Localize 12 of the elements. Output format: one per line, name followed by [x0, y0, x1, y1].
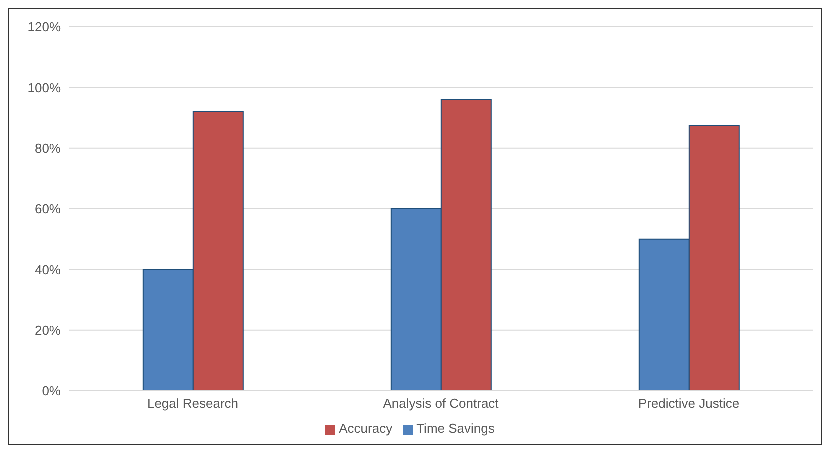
- y-tick-label: 60%: [34, 202, 62, 217]
- y-tick-label: 100%: [28, 80, 62, 96]
- x-tick-label: Analysis of Contract: [383, 396, 500, 412]
- legend-label: Time Savings: [416, 421, 495, 436]
- y-tick-label: 20%: [34, 322, 62, 338]
- x-tick-label: Predictive Justice: [638, 396, 740, 412]
- y-tick-label: 120%: [28, 20, 62, 35]
- y-tick-label: 40%: [34, 262, 62, 278]
- y-tick-label: 0%: [42, 384, 62, 399]
- legend-label: Accuracy: [339, 421, 393, 436]
- y-tick-label: 80%: [34, 140, 62, 156]
- x-tick-label: Legal Research: [147, 396, 239, 412]
